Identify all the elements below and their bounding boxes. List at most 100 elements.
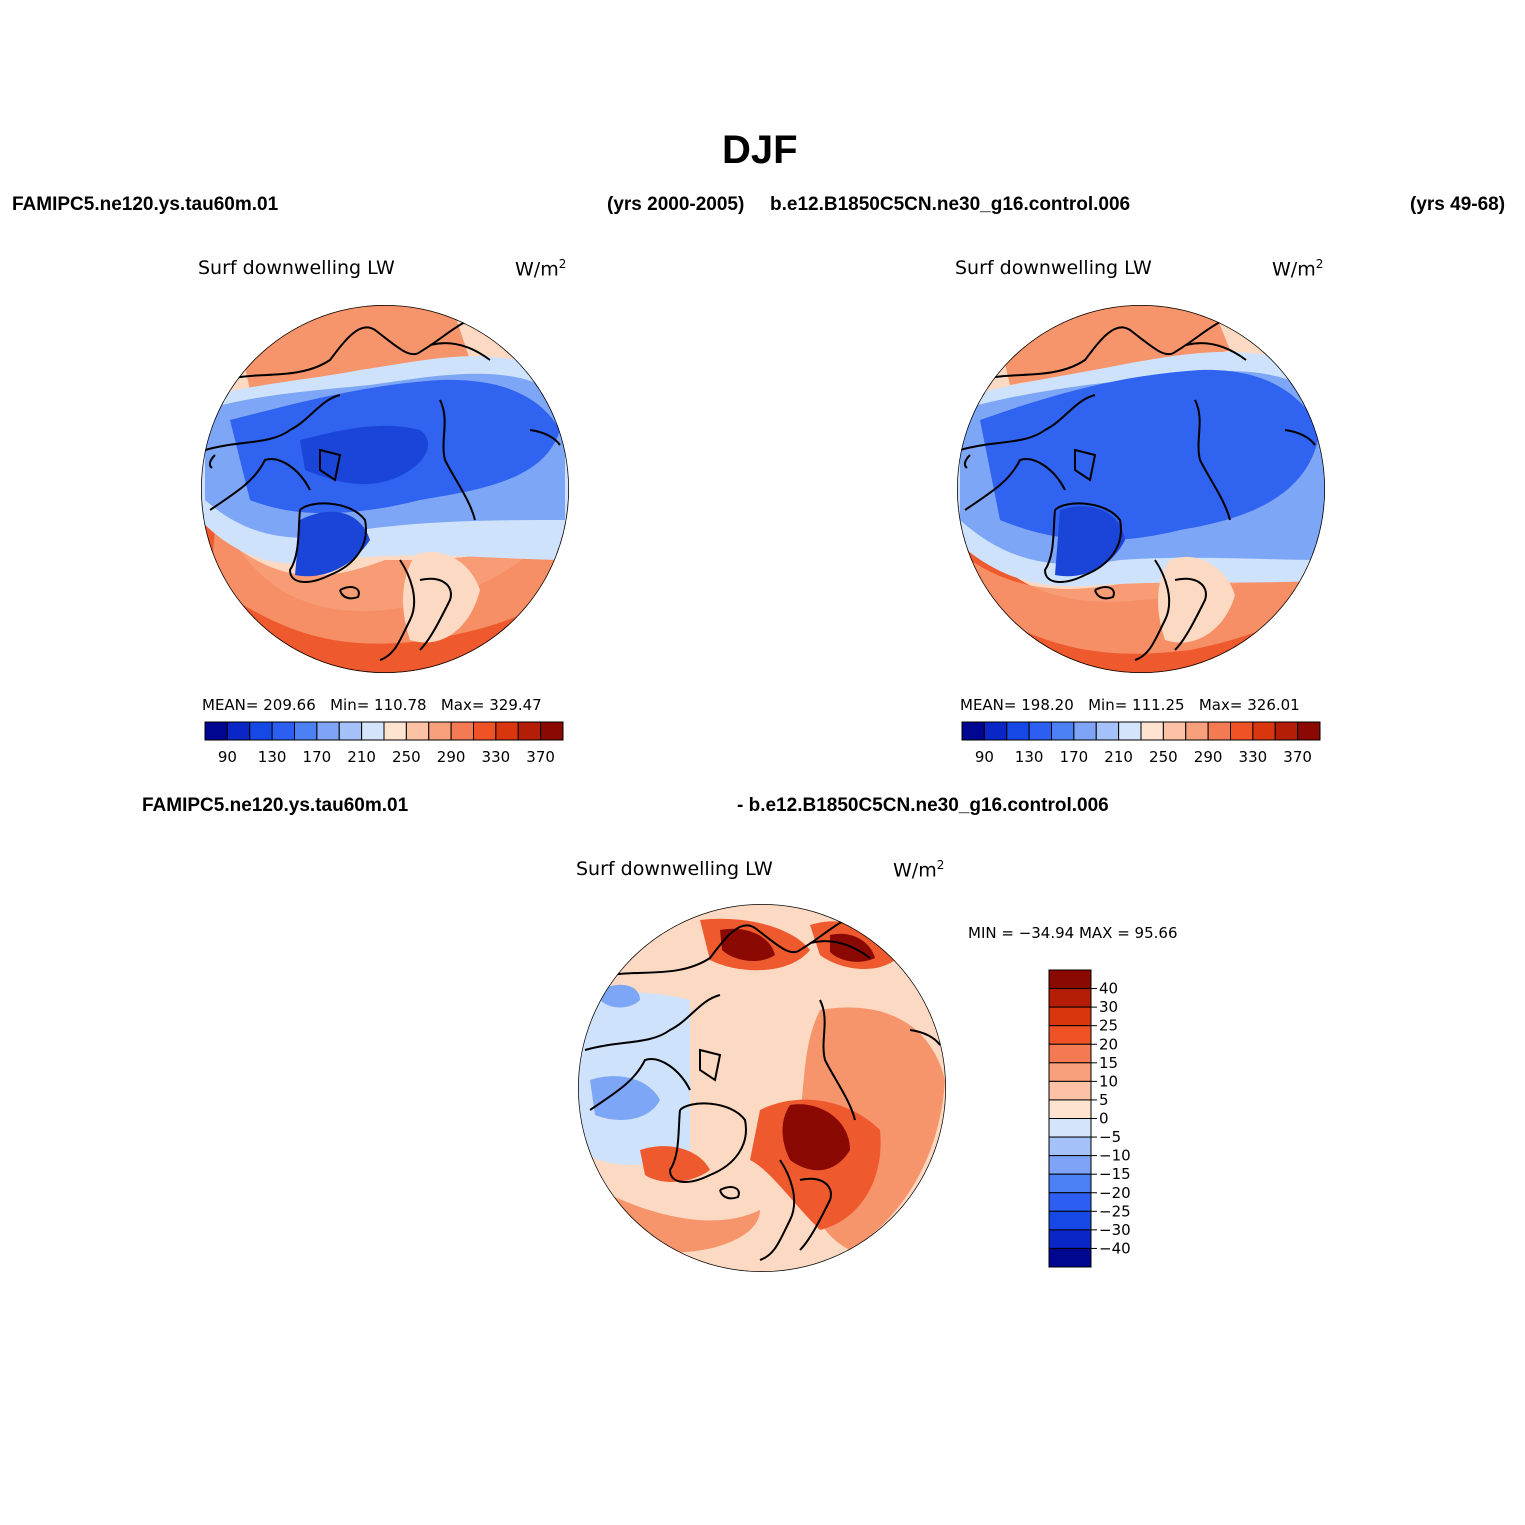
colorbar-diff-tick-label: −25 (1099, 1202, 1131, 1220)
colorbar-control-box (1274, 721, 1299, 741)
colorbar-diff-box (1048, 988, 1092, 1008)
colorbar-control-tick-label: 210 (1104, 748, 1133, 766)
colorbar-diff-tick-label: −40 (1099, 1239, 1131, 1257)
panel-test-units: W/m2 (515, 257, 567, 281)
colorbar-control-box (1118, 721, 1142, 741)
colorbar-control-box (1095, 721, 1120, 741)
colorbar-test-box (517, 721, 542, 741)
panel-test-map (201, 305, 569, 673)
colorbar-control-box (1207, 721, 1231, 741)
diff-left-label: FAMIPC5.ne120.ys.tau60m.01 (142, 795, 409, 816)
colorbar-diff-tick-label: −5 (1099, 1128, 1121, 1146)
colorbar-test-tick-label: 170 (303, 748, 332, 766)
colorbar-test-box (495, 721, 519, 741)
colorbar-diff-tick-label: 40 (1099, 980, 1118, 998)
colorbar-diff-box (1048, 1247, 1092, 1268)
panel-test-variable: Surf downwelling LW (198, 257, 395, 279)
figure-title: DJF (722, 128, 798, 172)
colorbar-diff-tick-label: 20 (1099, 1035, 1118, 1053)
colorbar-control-tick-label: 90 (975, 748, 994, 766)
colorbar-diff-box (1048, 1062, 1092, 1082)
colorbar-test-tick-label: 90 (218, 748, 237, 766)
panel-diff-units: W/m2 (893, 858, 945, 882)
colorbar-test-box (540, 721, 564, 741)
colorbar-control-tick-label: 170 (1060, 748, 1089, 766)
diff-right-label: - b.e12.B1850C5CN.ne30_g16.control.006 (737, 795, 1109, 816)
colorbar-test-box (361, 721, 385, 741)
colorbar-control-box (1297, 721, 1321, 741)
colorbar-test-box (204, 721, 228, 741)
colorbar-diff-box (1048, 1006, 1092, 1027)
colorbar-control-tick-label: 290 (1194, 748, 1223, 766)
colorbar-control-box (1252, 721, 1276, 741)
colorbar-test-box (249, 721, 273, 741)
colorbar-control-box (1230, 721, 1254, 741)
colorbar-diff-tick-label: −30 (1099, 1221, 1131, 1239)
colorbar-control-tick-label: 250 (1149, 748, 1178, 766)
colorbar-test-box (226, 721, 251, 741)
colorbar-test-box (383, 721, 407, 741)
header-left-case: FAMIPC5.ne120.ys.tau60m.01 (12, 194, 279, 215)
colorbar-diff-box (1048, 1080, 1092, 1101)
colorbar-diff-tick-label: −15 (1099, 1165, 1131, 1183)
colorbar-diff-tick-label: −20 (1099, 1184, 1131, 1202)
panel-test-stats: MEAN= 209.66 Min= 110.78 Max= 329.47 (202, 696, 542, 714)
colorbar-diff-tick-label: 25 (1099, 1017, 1118, 1035)
colorbar-test-tick-label: 210 (347, 748, 376, 766)
colorbar-diff-box (1048, 1192, 1092, 1212)
colorbar-diff-box (1048, 1136, 1092, 1157)
colorbar-diff-box (1048, 1025, 1092, 1045)
panel-diff-stats: MIN = −34.94 MAX = 95.66 (968, 924, 1178, 942)
colorbar-diff-tick-label: 15 (1099, 1054, 1118, 1072)
colorbar-diff-tick-label: 10 (1099, 1072, 1118, 1090)
panel-control-variable: Surf downwelling LW (955, 257, 1152, 279)
colorbar-control-box (1140, 721, 1164, 741)
colorbar-control: 90 130 170 210 250 290 330 370 (961, 721, 1321, 766)
colorbar-diff-box (1048, 1099, 1092, 1119)
colorbar-test-box (428, 721, 452, 741)
colorbar-control-box (1073, 721, 1097, 741)
colorbar-control-box (1006, 721, 1030, 741)
colorbar-control-tick-label: 130 (1015, 748, 1044, 766)
colorbar-diff-tick-label: 0 (1099, 1110, 1109, 1128)
colorbar-control-tick-label: 330 (1239, 748, 1268, 766)
colorbar-control-box (983, 721, 1008, 741)
colorbar-control-box (1185, 721, 1209, 741)
colorbar-diff-box (1048, 969, 1092, 990)
colorbar-control-box (1162, 721, 1187, 741)
header-right-case: b.e12.B1850C5CN.ne30_g16.control.006 (770, 194, 1131, 215)
panel-diff-map (578, 904, 946, 1272)
colorbar-test-tick-label: 370 (526, 748, 555, 766)
colorbar-diff-box (1048, 1210, 1092, 1231)
colorbar-test-box (450, 721, 474, 741)
panel-control-map (957, 305, 1325, 673)
colorbar-control-box (961, 721, 985, 741)
colorbar-test-box (271, 721, 295, 741)
colorbar-diff-box (1048, 1118, 1092, 1138)
colorbar-test-tick-label: 330 (482, 748, 511, 766)
header-right-years: (yrs 49-68) (1410, 194, 1506, 215)
panel-diff-variable: Surf downwelling LW (576, 858, 773, 880)
colorbar-diff-box (1048, 1229, 1092, 1249)
colorbar-test-box (405, 721, 430, 741)
colorbar-diff-tick-label: 5 (1099, 1091, 1109, 1109)
colorbar-diff-box (1048, 1173, 1092, 1194)
header-left-years: (yrs 2000-2005) (607, 194, 745, 215)
panel-control-stats: MEAN= 198.20 Min= 111.25 Max= 326.01 (960, 696, 1300, 714)
colorbar-test-box (294, 721, 318, 741)
colorbar-diff-tick-label: 30 (1099, 998, 1118, 1016)
colorbar-test-box (473, 721, 497, 741)
colorbar-test-box (316, 721, 340, 741)
colorbar-test: 90 130 170 210 250 290 330 370 (204, 721, 564, 766)
colorbar-control-tick-label: 370 (1283, 748, 1312, 766)
colorbar-diff-box (1048, 1043, 1092, 1064)
colorbar-diff-box (1048, 1155, 1092, 1175)
colorbar-test-box (338, 721, 363, 741)
colorbar-test-tick-label: 250 (392, 748, 421, 766)
colorbar-test-tick-label: 290 (437, 748, 466, 766)
colorbar-control-box (1028, 721, 1052, 741)
colorbar-control-box (1051, 721, 1075, 741)
colorbar-test-tick-label: 130 (258, 748, 287, 766)
